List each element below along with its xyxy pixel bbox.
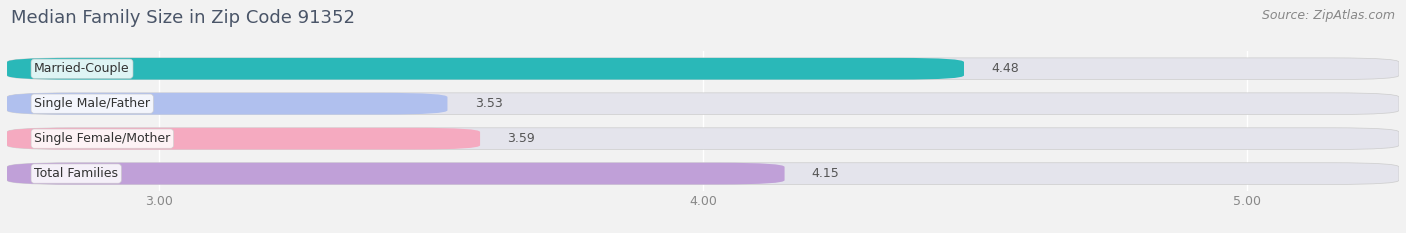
Text: 4.48: 4.48 bbox=[991, 62, 1019, 75]
Text: Median Family Size in Zip Code 91352: Median Family Size in Zip Code 91352 bbox=[11, 9, 356, 27]
Text: 4.15: 4.15 bbox=[811, 167, 839, 180]
FancyBboxPatch shape bbox=[7, 163, 785, 185]
FancyBboxPatch shape bbox=[7, 93, 447, 115]
FancyBboxPatch shape bbox=[7, 58, 1399, 80]
FancyBboxPatch shape bbox=[7, 58, 965, 80]
Text: 3.53: 3.53 bbox=[475, 97, 502, 110]
Text: Single Female/Mother: Single Female/Mother bbox=[34, 132, 170, 145]
Text: Single Male/Father: Single Male/Father bbox=[34, 97, 150, 110]
Text: Total Families: Total Families bbox=[34, 167, 118, 180]
FancyBboxPatch shape bbox=[7, 163, 1399, 185]
Text: Married-Couple: Married-Couple bbox=[34, 62, 129, 75]
FancyBboxPatch shape bbox=[7, 128, 479, 150]
FancyBboxPatch shape bbox=[7, 128, 1399, 150]
Text: Source: ZipAtlas.com: Source: ZipAtlas.com bbox=[1261, 9, 1395, 22]
FancyBboxPatch shape bbox=[7, 93, 1399, 115]
Text: 3.59: 3.59 bbox=[508, 132, 536, 145]
